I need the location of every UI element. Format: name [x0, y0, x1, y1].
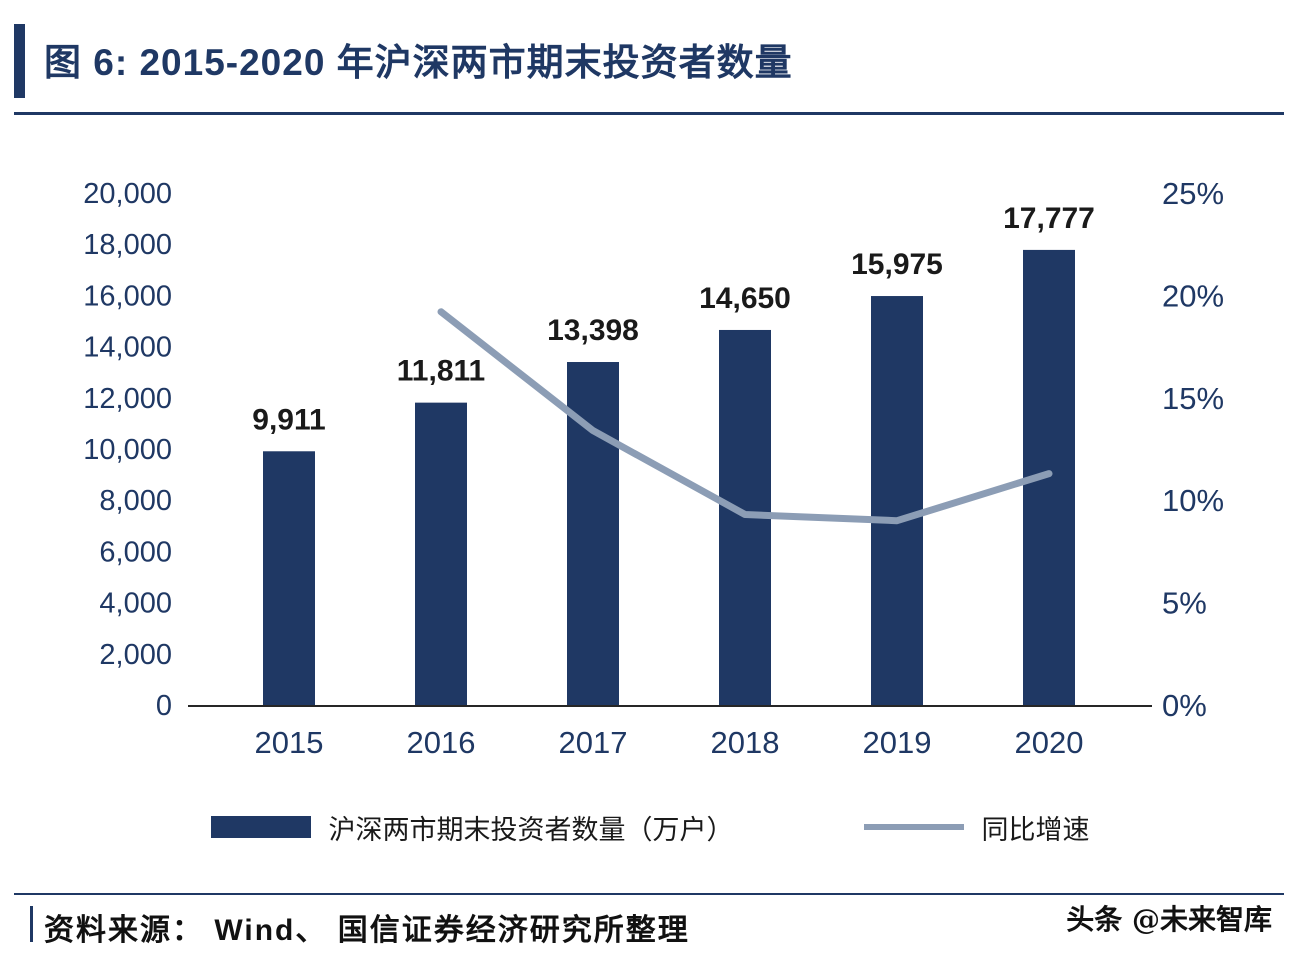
left-axis-tick-label: 0	[156, 690, 172, 722]
left-axis-tick-label: 4,000	[99, 588, 172, 620]
figure-title: 图 6: 2015-2020 年沪深两市期末投资者数量	[44, 42, 793, 83]
bar-value-label: 13,398	[547, 314, 639, 347]
left-axis-tick-label: 2,000	[99, 639, 172, 671]
bar	[871, 296, 923, 705]
left-axis-tick-label: 14,000	[83, 332, 172, 364]
left-axis-tick-label: 12,000	[83, 383, 172, 415]
footer-divider	[14, 893, 1284, 895]
right-axis-tick-label: 25%	[1162, 176, 1224, 211]
x-axis-label: 2018	[711, 725, 780, 760]
x-axis-label: 2015	[255, 725, 324, 760]
x-axis-label: 2019	[863, 725, 932, 760]
bar-value-label: 9,911	[252, 403, 325, 436]
right-axis-tick-label: 5%	[1162, 586, 1207, 621]
right-axis-tick-label: 0%	[1162, 688, 1207, 723]
header-accent-bar	[14, 24, 25, 98]
bar-value-label: 14,650	[699, 282, 791, 315]
left-axis-tick-label: 10,000	[83, 434, 172, 466]
legend-bar-label: 沪深两市期末投资者数量（万户）	[328, 814, 734, 845]
legend-line-swatch	[863, 824, 964, 830]
bar	[415, 402, 467, 705]
source-text: 资料来源： Wind、 国信证券经济研究所整理	[44, 914, 690, 947]
growth-line	[437, 308, 1053, 525]
bar-value-label: 17,777	[1003, 202, 1095, 235]
chart-legend: 沪深两市期末投资者数量（万户） 同比增速	[0, 800, 1300, 854]
x-axis-label: 2017	[559, 725, 628, 760]
header-divider	[14, 112, 1284, 115]
right-axis-tick-label: 10%	[1162, 483, 1224, 518]
bar	[263, 451, 315, 705]
legend-item-line: 同比增速	[863, 808, 1090, 847]
x-axis-label: 2020	[1015, 725, 1084, 760]
left-axis-tick-label: 20,000	[83, 178, 172, 210]
right-axis-tick-label: 15%	[1162, 381, 1224, 416]
x-axis-label: 2016	[407, 725, 476, 760]
left-axis-tick-label: 18,000	[83, 229, 172, 261]
legend-line-label: 同比增速	[981, 814, 1090, 845]
left-axis-tick-label: 16,000	[83, 280, 172, 312]
footer-accent-bar	[30, 906, 33, 942]
left-axis-tick-label: 8,000	[99, 485, 172, 517]
left-axis-tick-label: 6,000	[99, 536, 172, 568]
legend-item-bars: 沪深两市期末投资者数量（万户）	[210, 808, 734, 847]
bar-value-label: 11,811	[397, 355, 485, 388]
right-axis-tick-label: 20%	[1162, 278, 1224, 313]
legend-bar-swatch	[210, 816, 311, 838]
chart-svg: 0 2,000 4,000 6,000 8,000 10,000 12,000 14,000 1…	[83, 176, 1224, 760]
watermark-text: 头条 @未来智库	[1066, 903, 1272, 936]
bar-value-label: 15,975	[851, 248, 943, 281]
